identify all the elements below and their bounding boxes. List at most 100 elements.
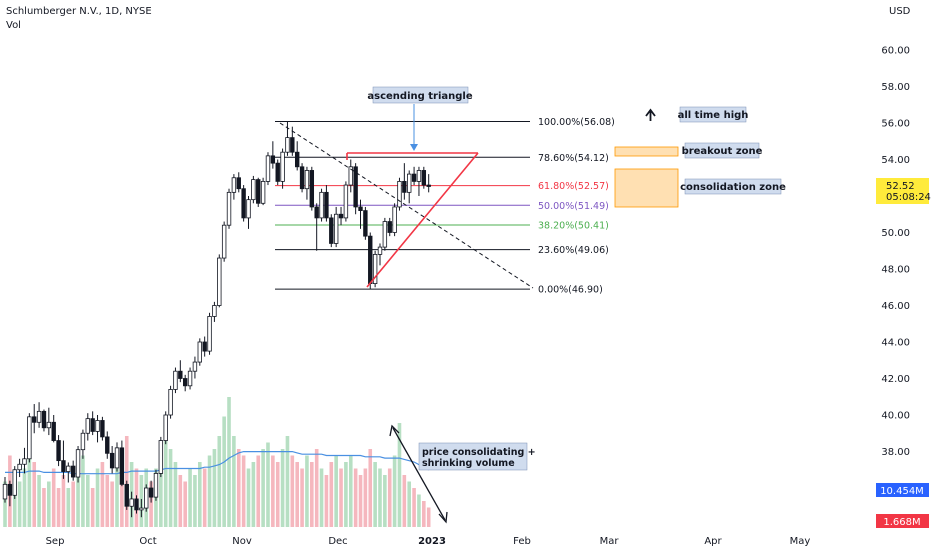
candle-body [353,166,358,208]
volume-bar [251,462,256,527]
volume-bar [222,416,226,527]
candle-body [377,246,383,255]
candle-body [231,177,237,193]
volume-bar [363,468,368,527]
volume-ma-badge [876,483,929,497]
candle-body [294,151,300,168]
volume-bar [392,455,397,527]
volume-note-line1: price consolidating + [422,447,536,458]
candle-body [217,257,222,306]
all-time-high-label-box [679,106,747,123]
volume-bar [217,436,222,527]
volume-badge-label: 1.668M [883,517,920,528]
ascending-triangle-label-box [372,86,469,104]
candle-body [265,155,271,182]
volume-bar [305,455,309,527]
candle-body [158,440,164,474]
candle-body [387,221,392,233]
candle-body [329,217,334,244]
volume-bar [426,507,431,527]
volume-bar [310,462,314,527]
candle-body [246,199,251,219]
candle-body [241,188,246,219]
volume-bar [95,468,100,527]
descending-trendline [279,122,534,289]
volume-bar [353,468,358,527]
volume-bar [334,455,338,527]
volume-bar [339,468,343,527]
consolidation-zone-label-box [684,178,782,195]
volume-bar [378,468,382,527]
countdown-label: 05:08:24 [886,192,931,203]
candle-body [66,465,71,472]
price-tick-label: 46.00 [881,301,910,312]
arrow-up-icon [645,108,656,121]
price-tick-label: 56.00 [881,119,910,130]
volume-bar [290,455,295,527]
volume-note-arrow-head-bottom [438,511,448,524]
volume-bar [120,455,124,527]
candle-body [226,191,232,226]
candle-body [41,410,47,429]
ascending-triangle-label: ascending triangle [367,91,472,102]
candle-body [280,151,285,182]
fib-level-label: 100.00%(56.08) [538,117,615,128]
volume-bar [368,449,373,527]
candle-body [256,179,261,204]
candle-body [426,184,431,187]
candle-body [421,170,427,186]
price-tick-label: 40.00 [881,411,910,422]
volume-badge [876,514,929,528]
candle-body [402,180,407,193]
ascending-triangle-pointer-head [410,144,418,151]
candle-body [197,341,202,363]
candle-body [182,378,188,387]
time-tick-label: Oct [139,536,156,547]
triangle-support-line [366,152,479,288]
candle-body [304,170,310,190]
volume-bar [61,475,66,527]
candle-body [290,137,295,153]
volume-bar [66,488,71,527]
candle-body [2,483,8,500]
volume-bar [110,481,114,527]
price-tick-label: 58.00 [881,82,910,93]
volume-bar [3,481,7,527]
volume-bar [105,475,110,527]
volume-bar [188,468,192,527]
volume-bar [183,481,187,527]
candle-body [333,213,339,244]
volume-bar [246,468,251,527]
time-tick-label: Dec [328,536,347,547]
candle-body [139,507,144,511]
volume-bar [198,462,202,527]
candle-body [22,458,27,465]
candle-body [100,420,105,438]
volume-bar [387,468,392,527]
price-tick-label: 54.00 [881,155,910,166]
candle-body [260,180,266,204]
volume-note-line2: shrinking volume [422,458,515,469]
volume-note-box [418,442,528,471]
volume-bar [76,468,80,527]
candle-body [275,162,280,182]
candle-body [368,235,373,284]
candle-body [32,416,37,423]
volume-bar [241,455,246,527]
time-tick-label: Nov [232,536,252,547]
chart-title: Schlumberger N.V., 1D, NYSE [6,6,152,17]
volume-bar [37,475,41,527]
volume-bar [232,436,236,527]
candle-body [56,440,61,462]
candle-body [358,206,363,211]
candle-body [105,436,110,454]
volume-bar [42,488,46,527]
candle-body [109,452,115,469]
volume-bar [348,455,353,527]
candle-body [192,361,198,372]
fib-level-label: 38.20%(50.41) [538,221,609,232]
volume-ma-badge-label: 10.454M [880,486,924,497]
candle-body [36,410,42,423]
